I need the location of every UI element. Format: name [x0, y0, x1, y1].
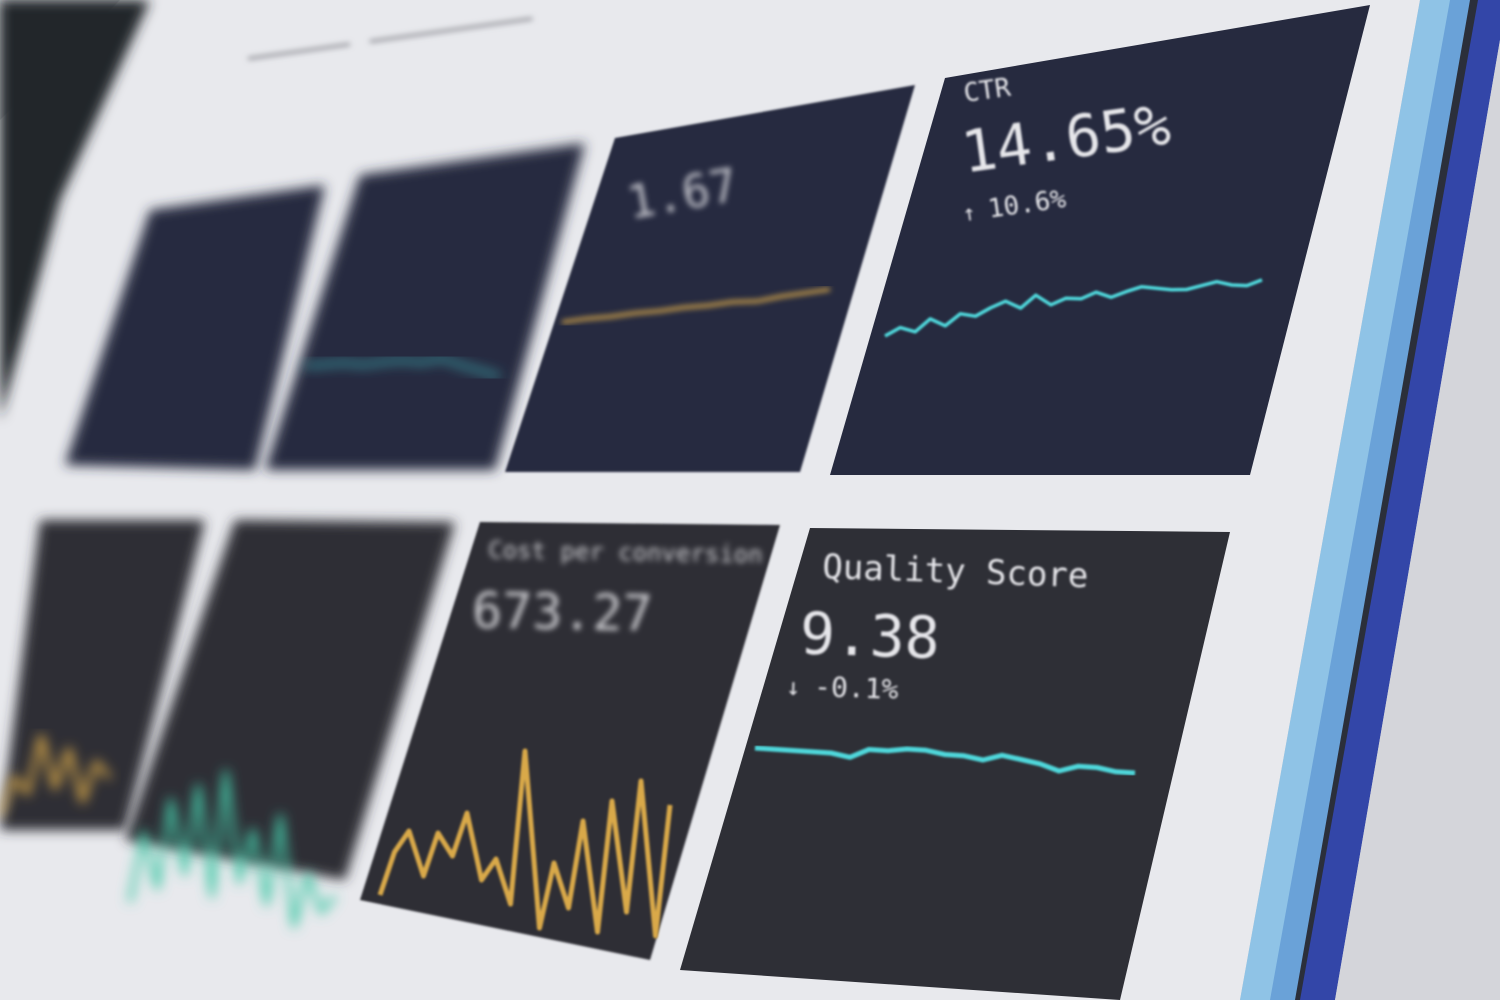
sparkline-4 — [884, 278, 1263, 338]
sparkline-6 — [127, 769, 337, 929]
bezel-blue — [1300, 0, 1500, 1000]
arrow-down-icon: ↓ — [786, 673, 801, 701]
metric-card-3[interactable] — [505, 85, 915, 472]
card-7-value: 673.27 — [472, 582, 654, 643]
metric-card-6[interactable] — [125, 520, 455, 880]
background-right — [1335, 40, 1500, 1000]
quality-score-delta: -0.1% — [814, 670, 900, 706]
quality-score-label: Quality Score — [822, 547, 1089, 596]
metric-card-8[interactable] — [680, 528, 1230, 1000]
sparkline-2 — [304, 356, 501, 379]
sparkline-8 — [754, 745, 1136, 776]
ctr-label: CTR — [962, 73, 1013, 109]
quality-score-value: 9.38 — [799, 599, 941, 672]
metric-card-1[interactable] — [65, 185, 325, 470]
metric-card-4[interactable] — [830, 5, 1370, 475]
metric-card-7[interactable] — [360, 522, 780, 960]
metric-card-5[interactable] — [0, 520, 205, 830]
sparkline-5 — [0, 734, 112, 817]
arrow-up-icon: ↑ — [961, 201, 978, 228]
card-7-label: Cost per conversion — [488, 536, 763, 569]
dark-left-edge — [0, 0, 150, 420]
sparkline-7 — [377, 748, 673, 939]
metric-card-2[interactable] — [265, 143, 585, 470]
sparkline-3 — [561, 287, 831, 324]
bezel-mid-blue — [1270, 0, 1475, 1000]
